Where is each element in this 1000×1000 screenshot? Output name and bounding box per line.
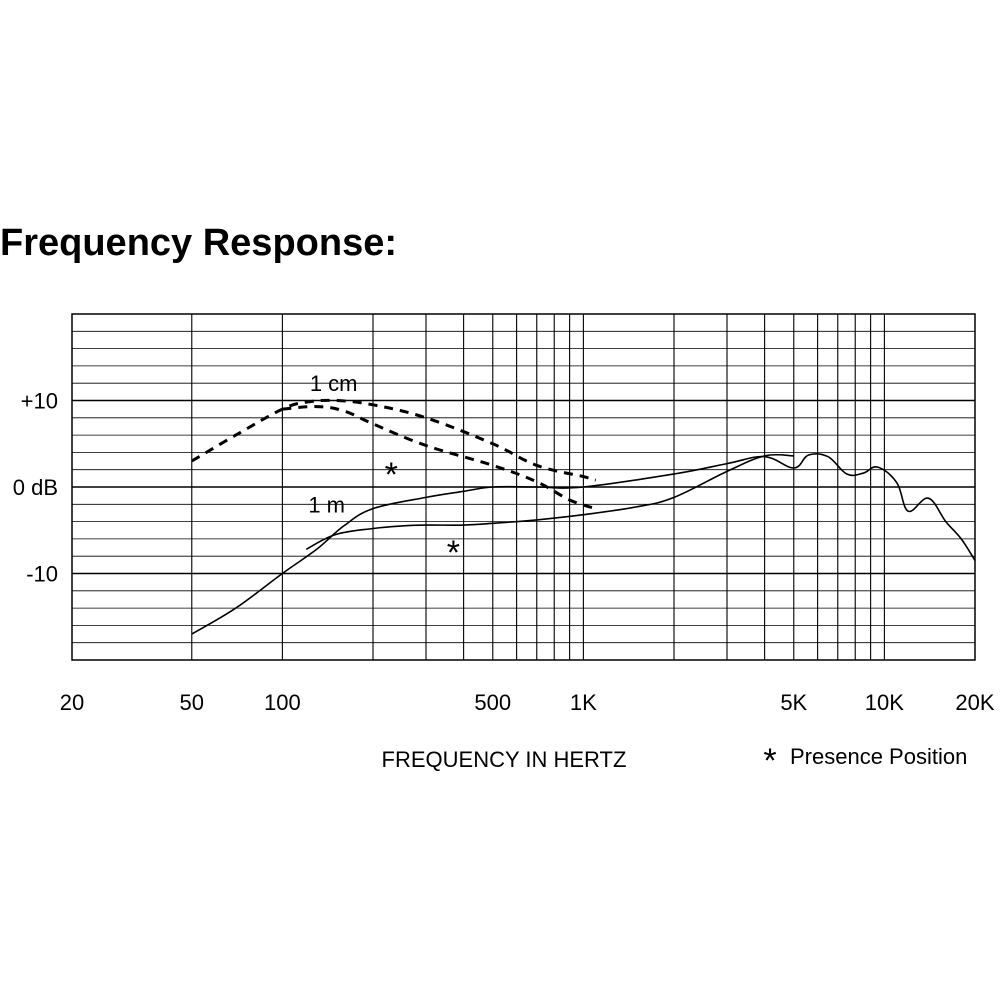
presence-marker-1m: *	[447, 534, 460, 572]
curves	[191, 398, 976, 635]
x-tick-label: 20	[60, 690, 84, 715]
chart-title: Frequency Response:	[0, 222, 397, 264]
x-tick-label: 100	[264, 690, 301, 715]
series-line-4	[305, 453, 794, 551]
x-tick-label: 10K	[865, 690, 904, 715]
x-tick-label: 1K	[570, 690, 597, 715]
x-axis-label: FREQUENCY IN HERTZ	[382, 747, 627, 772]
presence-marker-1cm: *	[385, 456, 398, 494]
series-line-2	[282, 405, 597, 511]
x-tick-label: 50	[180, 690, 204, 715]
x-tick-label: 20K	[955, 690, 994, 715]
y-tick-label: +10	[21, 389, 58, 414]
label-1m: 1 m	[308, 492, 345, 517]
x-tick-label: 5K	[780, 690, 807, 715]
legend-presence-position: Presence Position	[790, 744, 967, 769]
ticks: 20 50 100 500 1K 5K 10K 20K +10 0 dB -10	[13, 389, 995, 716]
series-line-1	[191, 398, 597, 482]
series-line-3	[191, 452, 976, 635]
x-tick-label: 500	[474, 690, 511, 715]
legend-star-icon: *	[763, 742, 776, 780]
y-tick-label: 0 dB	[13, 475, 58, 500]
y-tick-label: -10	[26, 562, 58, 587]
plot-border	[71, 313, 976, 661]
label-1cm: 1 cm	[310, 371, 358, 396]
